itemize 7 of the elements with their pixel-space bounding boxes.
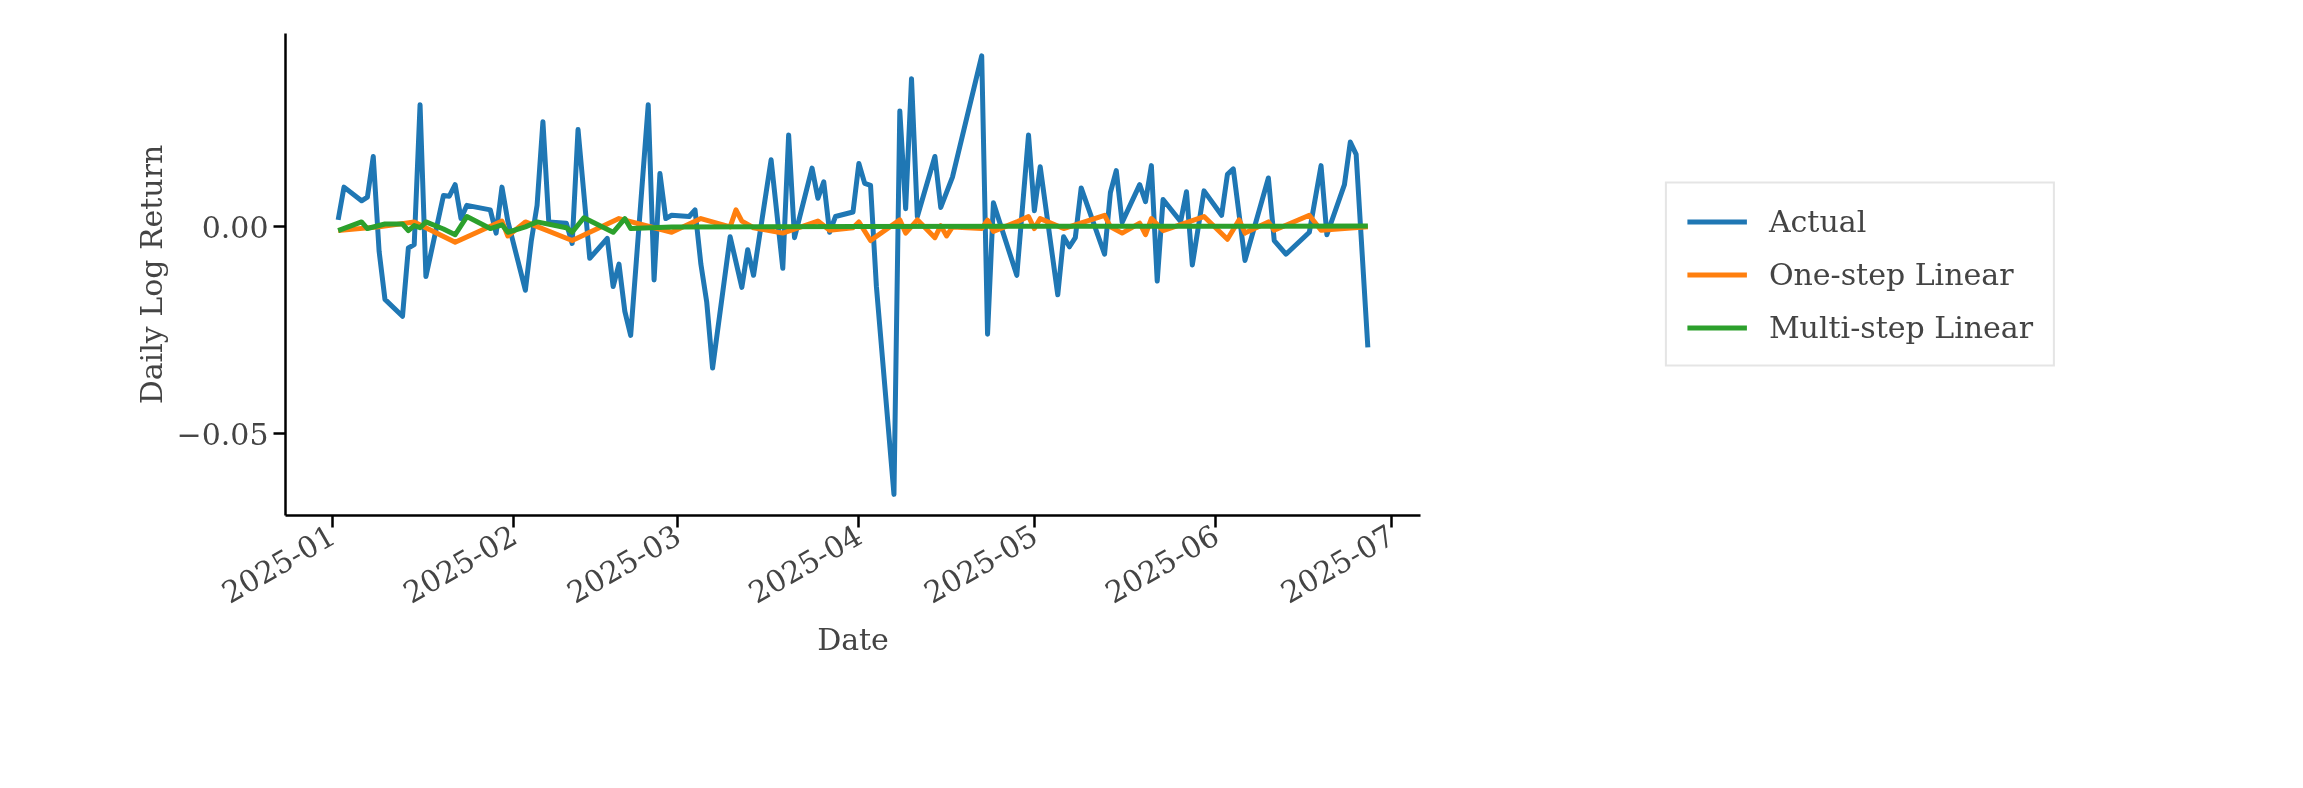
legend-label: Actual (1768, 203, 1867, 239)
y-tick-label: −0.05 (176, 416, 269, 452)
legend-label: One-step Linear (1768, 256, 2014, 292)
y-axis-title: Daily Log Return (133, 144, 169, 405)
y-tick-label: 0.00 (201, 209, 269, 245)
x-axis-title: Date (817, 621, 889, 657)
legend-label: Multi-step Linear (1768, 309, 2034, 345)
